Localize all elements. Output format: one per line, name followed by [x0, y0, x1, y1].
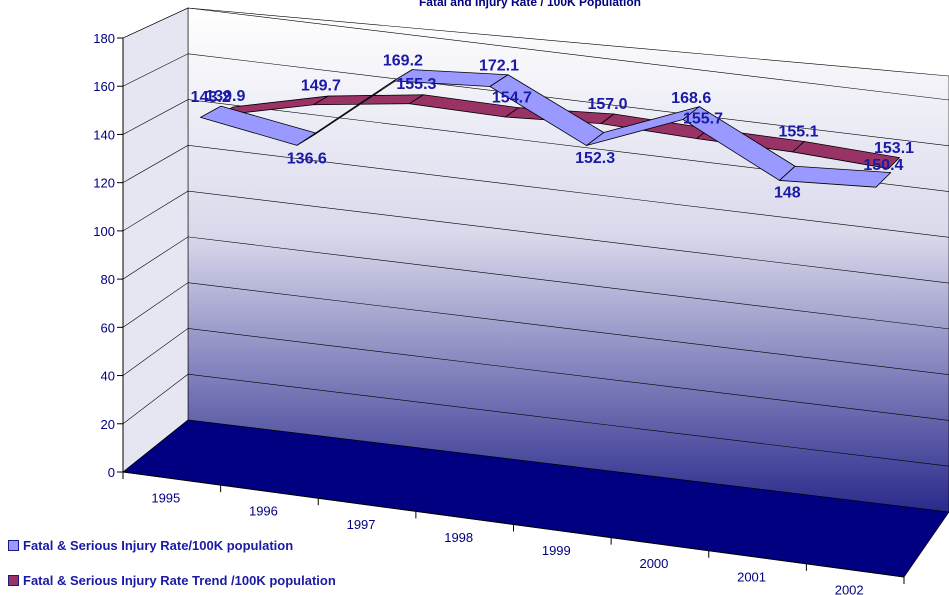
gridline — [122, 99, 949, 192]
rate-data-label: 150.4 — [863, 157, 903, 174]
y-tick-label: 80 — [101, 272, 115, 287]
rate-data-label: 148 — [774, 184, 801, 201]
rate-ribbon-segment — [779, 165, 892, 188]
y-tick-label: 140 — [93, 127, 115, 142]
legend-item-rate: Fatal & Serious Injury Rate/100K populat… — [8, 538, 293, 553]
x-tick-label: 2002 — [835, 582, 864, 595]
rate-data-label: 169.2 — [383, 52, 423, 69]
x-tick-label: 1997 — [347, 517, 376, 532]
trend-ribbon-segment — [313, 94, 424, 106]
gridline — [122, 373, 949, 467]
legend-label-rate: Fatal & Serious Injury Rate/100K populat… — [23, 538, 294, 553]
legend-item-trend: Fatal & Serious Injury Rate Trend /100K … — [8, 573, 336, 588]
trend-data-label: 139.9 — [205, 88, 245, 105]
rate-data-label: 143.2 — [191, 89, 231, 106]
legend-swatch-trend — [8, 575, 19, 586]
x-tick-label: 1996 — [249, 504, 278, 519]
gridline — [122, 7, 949, 101]
y-tick-label: 100 — [93, 224, 115, 239]
rate-data-label: 136.6 — [287, 150, 327, 167]
trend-data-label: 149.7 — [301, 77, 341, 94]
trend-data-label: 157.0 — [587, 96, 627, 113]
y-tick-label: 180 — [93, 31, 115, 46]
y-tick-label: 20 — [101, 417, 115, 432]
rate-data-label: 168.6 — [671, 90, 711, 107]
gridline — [122, 282, 949, 375]
chart-title: Fatal and Injury Rate / 100K Population — [419, 0, 641, 9]
trend-data-label: 155.7 — [683, 111, 723, 128]
x-tick-label: 1995 — [151, 491, 180, 506]
trend-data-label: 155.3 — [396, 76, 436, 93]
y-tick-label: 40 — [101, 369, 115, 384]
y-tick-label: 160 — [93, 79, 115, 94]
trend-data-label: 155.1 — [778, 124, 818, 141]
y-tick-label: 60 — [101, 320, 115, 335]
y-tick-label: 0 — [108, 465, 115, 480]
side-wall — [122, 7, 189, 473]
y-tick-label: 120 — [93, 176, 115, 191]
legend-label-trend: Fatal & Serious Injury Rate Trend /100K … — [23, 573, 336, 588]
x-tick-label: 1998 — [444, 530, 473, 545]
gridline — [122, 145, 949, 238]
rate-data-label: 172.1 — [479, 58, 519, 75]
x-tick-label: 2000 — [639, 556, 668, 571]
gridline — [122, 190, 949, 284]
gridline — [122, 236, 949, 330]
x-tick-label: 1999 — [542, 543, 571, 558]
legend-swatch-rate — [8, 540, 19, 551]
trend-ribbon-segment — [792, 141, 900, 169]
trend-data-label: 154.7 — [492, 89, 532, 106]
rate-data-label: 152.3 — [575, 150, 615, 167]
gridline — [122, 328, 949, 421]
trend-data-label: 153.1 — [874, 140, 914, 157]
x-tick-label: 2001 — [737, 569, 766, 584]
